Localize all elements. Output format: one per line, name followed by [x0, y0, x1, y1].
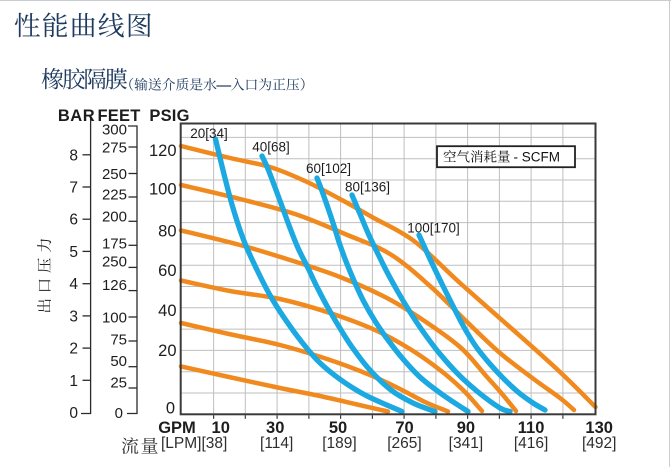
svg-text:0: 0 — [115, 405, 123, 422]
svg-text:200: 200 — [102, 209, 127, 226]
svg-text:8: 8 — [69, 147, 78, 164]
svg-text:175: 175 — [102, 236, 127, 253]
svg-text:2: 2 — [69, 341, 78, 358]
svg-text:250: 250 — [102, 254, 127, 271]
svg-text:30: 30 — [266, 419, 284, 437]
svg-text:1: 1 — [69, 373, 78, 390]
svg-text:70: 70 — [395, 419, 413, 437]
svg-text:GPM: GPM — [158, 419, 196, 437]
svg-text:250: 250 — [102, 166, 127, 183]
svg-text:100: 100 — [102, 309, 127, 326]
svg-text:130: 130 — [585, 419, 613, 437]
svg-text:10: 10 — [212, 419, 230, 437]
svg-text:0: 0 — [166, 400, 175, 418]
svg-text:50: 50 — [110, 353, 127, 370]
svg-text:FEET: FEET — [98, 107, 141, 125]
svg-text:3: 3 — [69, 308, 78, 325]
svg-text:20[34]: 20[34] — [190, 126, 228, 141]
svg-text:75: 75 — [110, 331, 127, 348]
svg-text:7: 7 — [69, 180, 78, 197]
svg-text:110: 110 — [518, 419, 545, 437]
svg-text:275: 275 — [102, 139, 127, 156]
svg-text:4: 4 — [69, 276, 78, 293]
svg-text:- SCFM: - SCFM — [514, 150, 561, 165]
svg-text:BAR: BAR — [58, 107, 95, 125]
svg-text:100: 100 — [149, 181, 177, 199]
svg-text:5: 5 — [69, 244, 78, 261]
svg-text:40: 40 — [158, 302, 176, 320]
svg-text:[265]: [265] — [387, 435, 421, 452]
svg-text:[341]: [341] — [449, 435, 483, 452]
svg-text:120: 120 — [149, 142, 177, 160]
svg-text:60: 60 — [158, 262, 176, 280]
svg-text:[114]: [114] — [260, 435, 293, 452]
svg-text:90: 90 — [457, 419, 475, 437]
svg-text:40[68]: 40[68] — [252, 140, 290, 155]
svg-text:60[102]: 60[102] — [306, 161, 351, 176]
svg-text:50: 50 — [329, 419, 347, 437]
svg-text:225: 225 — [102, 186, 127, 203]
svg-text:25: 25 — [110, 374, 127, 391]
svg-text:[LPM][38]: [LPM][38] — [161, 435, 227, 452]
svg-text:100[170]: 100[170] — [407, 221, 460, 236]
svg-text:[189]: [189] — [322, 435, 356, 452]
svg-text:80[136]: 80[136] — [345, 180, 390, 195]
svg-text:20: 20 — [158, 342, 176, 360]
svg-text:300: 300 — [102, 121, 127, 138]
svg-text:[492]: [492] — [582, 435, 616, 452]
svg-text:126: 126 — [102, 277, 127, 294]
svg-text:6: 6 — [69, 212, 78, 229]
svg-text:80: 80 — [158, 222, 176, 240]
svg-text:PSIG: PSIG — [149, 107, 189, 125]
svg-text:[416]: [416] — [514, 435, 548, 452]
svg-text:0: 0 — [69, 405, 78, 422]
